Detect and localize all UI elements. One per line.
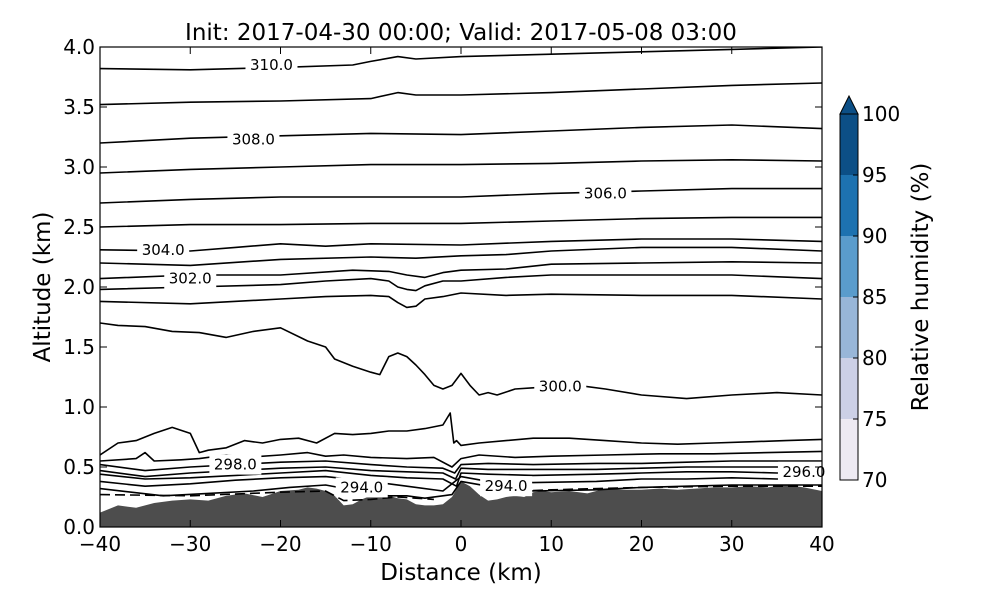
y-tick-label: 1.0 <box>63 395 95 419</box>
colorbar-segment <box>840 419 858 480</box>
colorbar-tick-label: 85 <box>862 285 887 309</box>
colorbar-tick-label: 80 <box>862 346 887 370</box>
y-tick-label: 2.5 <box>63 215 95 239</box>
colorbar-tick-label: 70 <box>862 468 887 492</box>
colorbar-segment <box>840 358 858 419</box>
x-tick-label: 10 <box>539 532 564 556</box>
contour-line-14 <box>100 216 822 228</box>
contour-label-6: 300.0 <box>539 378 582 396</box>
x-tick-label: 0 <box>455 532 468 556</box>
colorbar-tick-label: 100 <box>862 102 900 126</box>
x-tick-label: 40 <box>809 532 834 556</box>
colorbar-label: Relative humidity (%) <box>908 163 934 412</box>
contour-label-bg <box>335 477 388 498</box>
contour-line-11 <box>100 261 822 280</box>
x-tick-label: 30 <box>719 532 744 556</box>
x-tick-label: −10 <box>350 532 392 556</box>
chart-title: Init: 2017-04-30 00:00; Valid: 2017-05-0… <box>185 20 737 46</box>
x-tick-label: −40 <box>79 532 121 556</box>
contour-line-13 <box>100 238 822 252</box>
y-tick-label: 3.5 <box>63 95 95 119</box>
y-tick-label: 3.0 <box>63 155 95 179</box>
contour-line-7 <box>100 412 822 456</box>
contour-line-1 <box>100 480 822 499</box>
y-axis-label: Altitude (km) <box>30 212 56 363</box>
contour-line-dashed-2 <box>488 485 822 493</box>
contour-line-6 <box>100 450 822 468</box>
contour-line-9 <box>100 292 822 309</box>
contour-label-bg <box>480 476 533 497</box>
contour-line-18 <box>100 82 822 106</box>
x-tick-label: −20 <box>259 532 301 556</box>
contour-line-10 <box>100 274 822 292</box>
colorbar-tick-label: 95 <box>862 163 887 187</box>
y-tick-label: 0.5 <box>63 455 95 479</box>
contour-label-bg <box>227 129 280 150</box>
colorbar-segment <box>840 236 858 297</box>
y-tick-label: 1.5 <box>63 335 95 359</box>
colorbar-tick-label: 90 <box>862 224 887 248</box>
y-tick-label: 0.0 <box>63 515 95 539</box>
contour-label-3: 306.0 <box>584 184 627 202</box>
contour-label-8: 294.0 <box>340 478 383 496</box>
contour-label-4: 304.0 <box>142 241 185 259</box>
x-tick-label: −30 <box>169 532 211 556</box>
contour-label-5: 302.0 <box>169 270 212 288</box>
contour-line-3 <box>100 469 822 487</box>
contour-label-2: 308.0 <box>232 130 275 148</box>
x-tick-label: 20 <box>629 532 654 556</box>
contour-line-15 <box>100 187 822 204</box>
x-axis-label: Distance (km) <box>380 560 542 586</box>
y-tick-label: 2.0 <box>63 275 95 299</box>
colorbar-segment <box>840 175 858 236</box>
plot-area: 310.0308.0306.0304.0302.0300.0298.0294.0… <box>63 35 835 556</box>
contour-label-bg <box>534 376 587 397</box>
contour-label-bg <box>164 268 217 289</box>
contour-line-dashed-1 <box>100 490 434 502</box>
y-tick-label: 4.0 <box>63 35 95 59</box>
contour-lines <box>100 47 822 502</box>
colorbar-tick-label: 75 <box>862 407 887 431</box>
contour-label-10: 296.0 <box>782 463 825 481</box>
colorbar-extend-arrow <box>839 94 859 115</box>
contour-label-bg <box>579 183 632 204</box>
colorbar-segment <box>840 297 858 358</box>
contour-line-16 <box>100 159 822 174</box>
contour-label-bg <box>245 55 298 75</box>
contour-label-1: 310.0 <box>250 56 293 74</box>
colorbar-segment <box>840 114 858 175</box>
contour-line-17 <box>100 124 822 144</box>
contour-label-bg <box>209 454 262 475</box>
contour-label-bg <box>137 239 190 260</box>
contour-label-9: 294.0 <box>485 477 528 495</box>
contour-label-7: 298.0 <box>214 456 257 474</box>
contour-line-8 <box>100 322 822 400</box>
contour-line-12 <box>100 246 822 267</box>
colorbar: 70 75 80 85 90 95 100 <box>839 94 900 492</box>
